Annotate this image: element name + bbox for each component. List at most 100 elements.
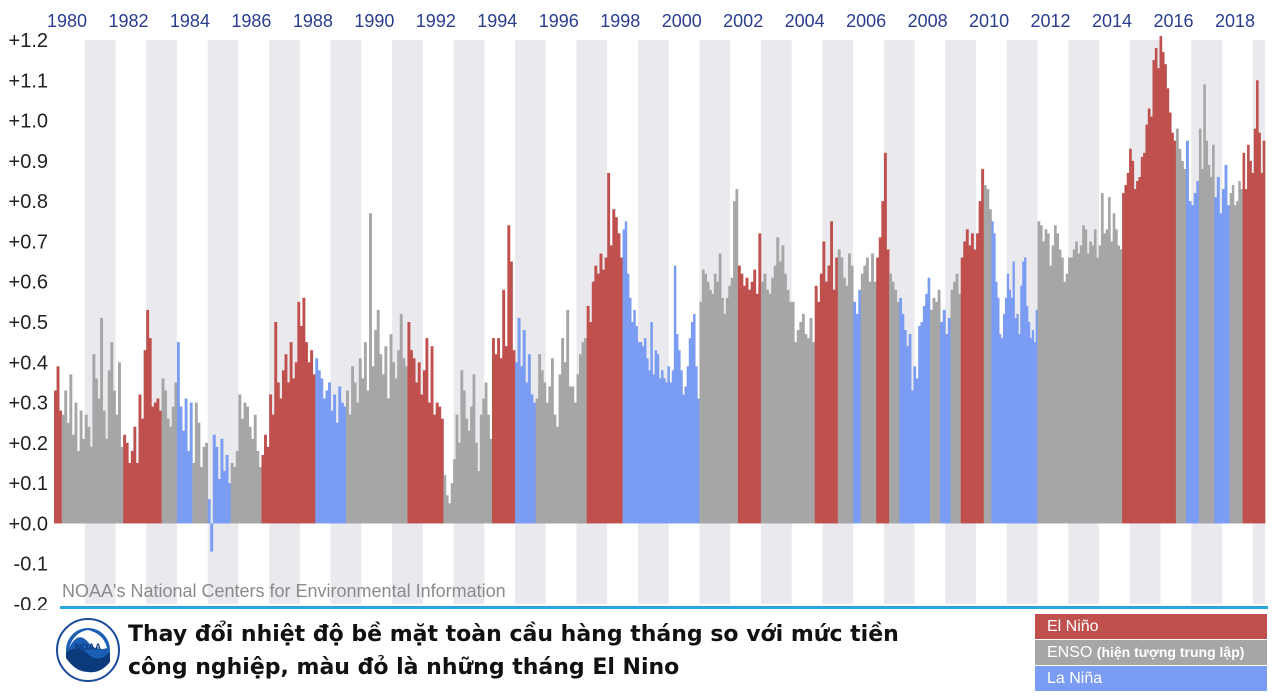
bar-elnino [1247, 144, 1250, 524]
bar-elnino [835, 257, 839, 524]
bar-lanina [678, 350, 681, 524]
bar-lanina [624, 221, 628, 524]
bar-neutral [1205, 140, 1209, 524]
bar-neutral [374, 330, 378, 524]
bar-neutral [448, 503, 452, 524]
bar-elnino [976, 233, 979, 524]
bar-neutral [107, 370, 111, 524]
bar-neutral [1112, 213, 1116, 524]
bar-elnino [594, 265, 598, 524]
bar-neutral [1198, 128, 1202, 524]
bottom-divider [60, 606, 1268, 609]
bar-neutral [1203, 84, 1206, 524]
bar-elnino [494, 354, 498, 524]
x-tick-label: 2008 [908, 11, 948, 31]
bar-neutral [1117, 245, 1121, 524]
bar-lanina [945, 334, 949, 524]
bar-neutral [453, 458, 456, 524]
bar-neutral [713, 273, 717, 524]
bar-neutral [455, 414, 459, 524]
bar-lanina [633, 309, 636, 524]
bar-neutral [251, 438, 255, 524]
bar-elnino [745, 277, 749, 524]
bar-neutral [778, 261, 782, 524]
bar-lanina [182, 430, 185, 524]
bar-elnino [886, 249, 890, 524]
bar-lanina [673, 265, 677, 524]
bar-neutral [115, 414, 119, 524]
bar-elnino [297, 301, 301, 524]
bar-neutral [1103, 233, 1106, 524]
bar-lanina [1188, 201, 1192, 524]
bar-neutral [561, 338, 565, 524]
bar-lanina [639, 342, 643, 524]
bar-lanina [915, 378, 919, 524]
bar-elnino [274, 322, 278, 524]
bar-elnino [312, 374, 316, 524]
y-tick-label: +0.5 [9, 312, 48, 334]
bar-lanina [1012, 261, 1015, 524]
bar-elnino [963, 241, 967, 524]
bar-lanina [328, 382, 331, 524]
bar-neutral [462, 390, 466, 524]
bar-neutral [711, 293, 715, 524]
bar-neutral [200, 467, 203, 524]
bar-neutral [871, 253, 874, 524]
bar-elnino [299, 326, 303, 524]
x-tick-label: 2004 [785, 11, 825, 31]
bar-neutral [699, 301, 703, 524]
bar-neutral [470, 406, 473, 524]
bar-neutral [443, 475, 447, 524]
bar-neutral [566, 309, 570, 524]
bar-elnino [750, 281, 754, 524]
bar-neutral [351, 366, 355, 524]
bar-elnino [1126, 172, 1130, 524]
bar-elnino [59, 410, 63, 524]
bar-neutral [256, 450, 260, 524]
bar-elnino [1171, 132, 1174, 524]
bar-lanina [1027, 322, 1031, 524]
y-tick-label: +0.1 [9, 473, 48, 495]
bar-lanina [533, 402, 536, 524]
bar-elnino [612, 209, 616, 524]
bar-neutral [457, 442, 461, 524]
bar-neutral [460, 370, 464, 524]
bar-elnino [56, 366, 60, 524]
bar-neutral [932, 297, 936, 524]
x-tick-label: 1984 [170, 11, 210, 31]
bar-neutral [89, 446, 93, 524]
bar-elnino [1150, 116, 1153, 524]
bar-lanina [646, 358, 649, 524]
bar-neutral [730, 277, 734, 524]
bar-elnino [509, 261, 513, 524]
bar-neutral [781, 245, 785, 524]
bar-lanina [913, 366, 917, 524]
bar-elnino [435, 402, 439, 524]
bar-elnino [1258, 132, 1261, 524]
bar-elnino [504, 346, 508, 524]
bar-elnino [133, 426, 137, 524]
bar-neutral [553, 414, 557, 524]
x-tick-label: 1992 [416, 11, 456, 31]
bar-neutral [889, 273, 892, 524]
bar-elnino [589, 322, 593, 524]
bar-lanina [993, 233, 996, 524]
bar-neutral [479, 414, 483, 524]
legend-label-elnino: El Niño [1047, 618, 1099, 635]
bar-elnino [438, 406, 442, 524]
bar-neutral [384, 346, 388, 524]
bar-neutral [801, 313, 805, 524]
bar-neutral [1056, 233, 1060, 524]
bar-neutral [445, 495, 449, 524]
bar-neutral [105, 438, 109, 524]
bar-neutral [865, 257, 869, 524]
y-tick-label: +0.8 [9, 191, 48, 213]
bar-neutral [84, 414, 88, 524]
bar-neutral [571, 386, 575, 524]
bar-elnino [1168, 112, 1172, 524]
bar-neutral [804, 334, 808, 524]
bar-lanina [688, 338, 692, 524]
bar-elnino [417, 362, 421, 524]
x-tick-label: 2000 [662, 11, 702, 31]
bar-neutral [389, 334, 393, 524]
